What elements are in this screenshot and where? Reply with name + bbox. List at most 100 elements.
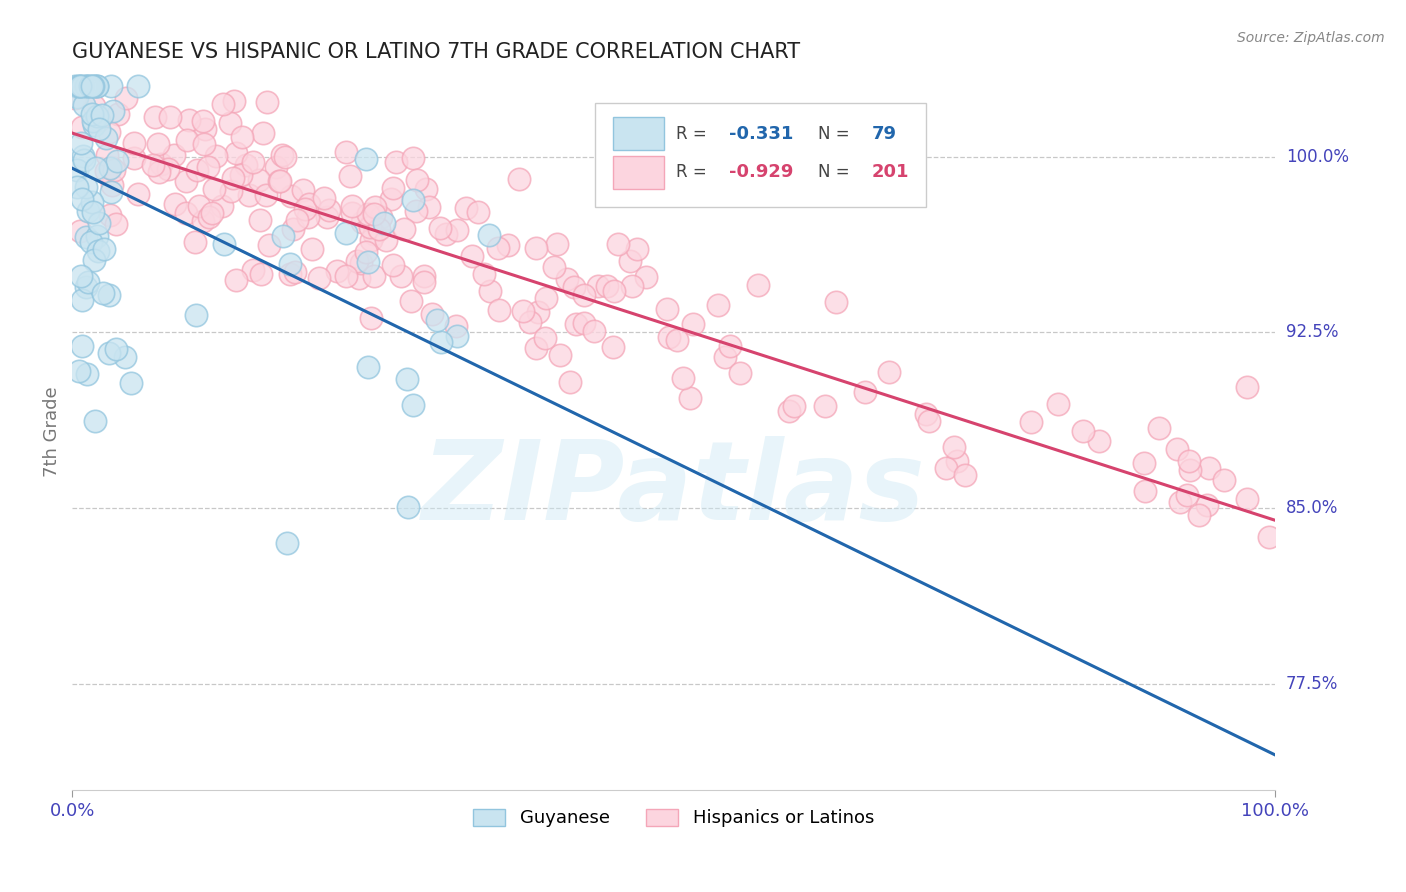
Point [548,348,571,362]
Point [412,275,434,289]
Text: 79: 79 [872,125,897,143]
Point [382,258,405,272]
Point [747,278,769,293]
Point [205,149,228,163]
Point [367,222,389,236]
Point [1168,495,1191,509]
Point [249,268,271,282]
Point [86,109,108,123]
Point [77,79,100,94]
Point [446,223,468,237]
Text: ZIPatlas: ZIPatlas [422,436,925,543]
Point [70,269,93,284]
Point [342,199,364,213]
Point [665,334,688,348]
Point [1180,462,1202,476]
Point [274,151,297,165]
Point [269,174,291,188]
Point [225,145,247,160]
Point [100,178,122,193]
Point [98,124,121,138]
Point [266,160,288,174]
Point [486,241,509,255]
Point [202,182,225,196]
Point [142,158,165,172]
Text: N =: N = [818,163,855,181]
Point [446,329,468,343]
Point [75,280,97,294]
Point [582,324,605,338]
Point [346,254,368,268]
Point [63,79,86,94]
Point [238,187,260,202]
Point [381,180,404,194]
Point [63,91,86,105]
Text: 100.0%: 100.0% [1286,147,1348,166]
Point [325,264,347,278]
Point [335,227,357,241]
Legend: Guyanese, Hispanics or Latinos: Guyanese, Hispanics or Latinos [465,801,882,835]
Text: 77.5%: 77.5% [1286,675,1339,693]
Point [193,136,215,151]
Point [429,221,451,235]
Point [1178,454,1201,468]
Point [853,385,876,400]
Point [1236,492,1258,507]
Point [252,126,274,140]
Point [340,206,363,220]
Point [235,158,257,172]
Point [114,91,136,105]
Point [935,461,957,475]
Point [297,210,319,224]
Point [87,112,110,127]
Point [718,339,741,353]
Point [461,249,484,263]
Point [536,291,558,305]
Point [1198,461,1220,475]
Point [70,120,93,135]
Point [73,98,96,112]
Point [269,174,291,188]
Point [75,79,97,94]
Point [83,119,105,133]
Point [402,398,425,412]
Point [82,205,104,219]
Point [426,313,449,327]
Point [1071,424,1094,438]
Point [946,454,969,468]
Point [150,157,173,171]
Point [534,331,557,345]
Point [479,284,502,298]
Point [634,270,657,285]
Point [655,302,678,317]
Point [101,103,124,118]
Point [66,179,89,194]
Point [100,160,122,174]
Point [467,205,489,219]
Point [512,304,534,318]
Point [69,223,91,237]
Point [714,350,737,364]
Text: 85.0%: 85.0% [1286,500,1339,517]
Point [201,206,224,220]
Point [194,122,217,136]
Point [877,365,900,379]
Point [148,136,170,151]
Point [84,79,107,94]
Point [87,122,110,136]
Point [66,79,89,94]
Point [558,375,581,389]
Point [127,79,149,94]
Point [1133,456,1156,470]
Point [193,113,215,128]
Point [430,334,453,349]
Point [384,155,406,169]
Point [211,199,233,213]
Point [825,295,848,310]
Point [399,293,422,308]
Point [79,235,101,250]
Point [356,254,378,268]
Point [1019,415,1042,429]
Point [69,79,91,94]
Point [107,107,129,121]
